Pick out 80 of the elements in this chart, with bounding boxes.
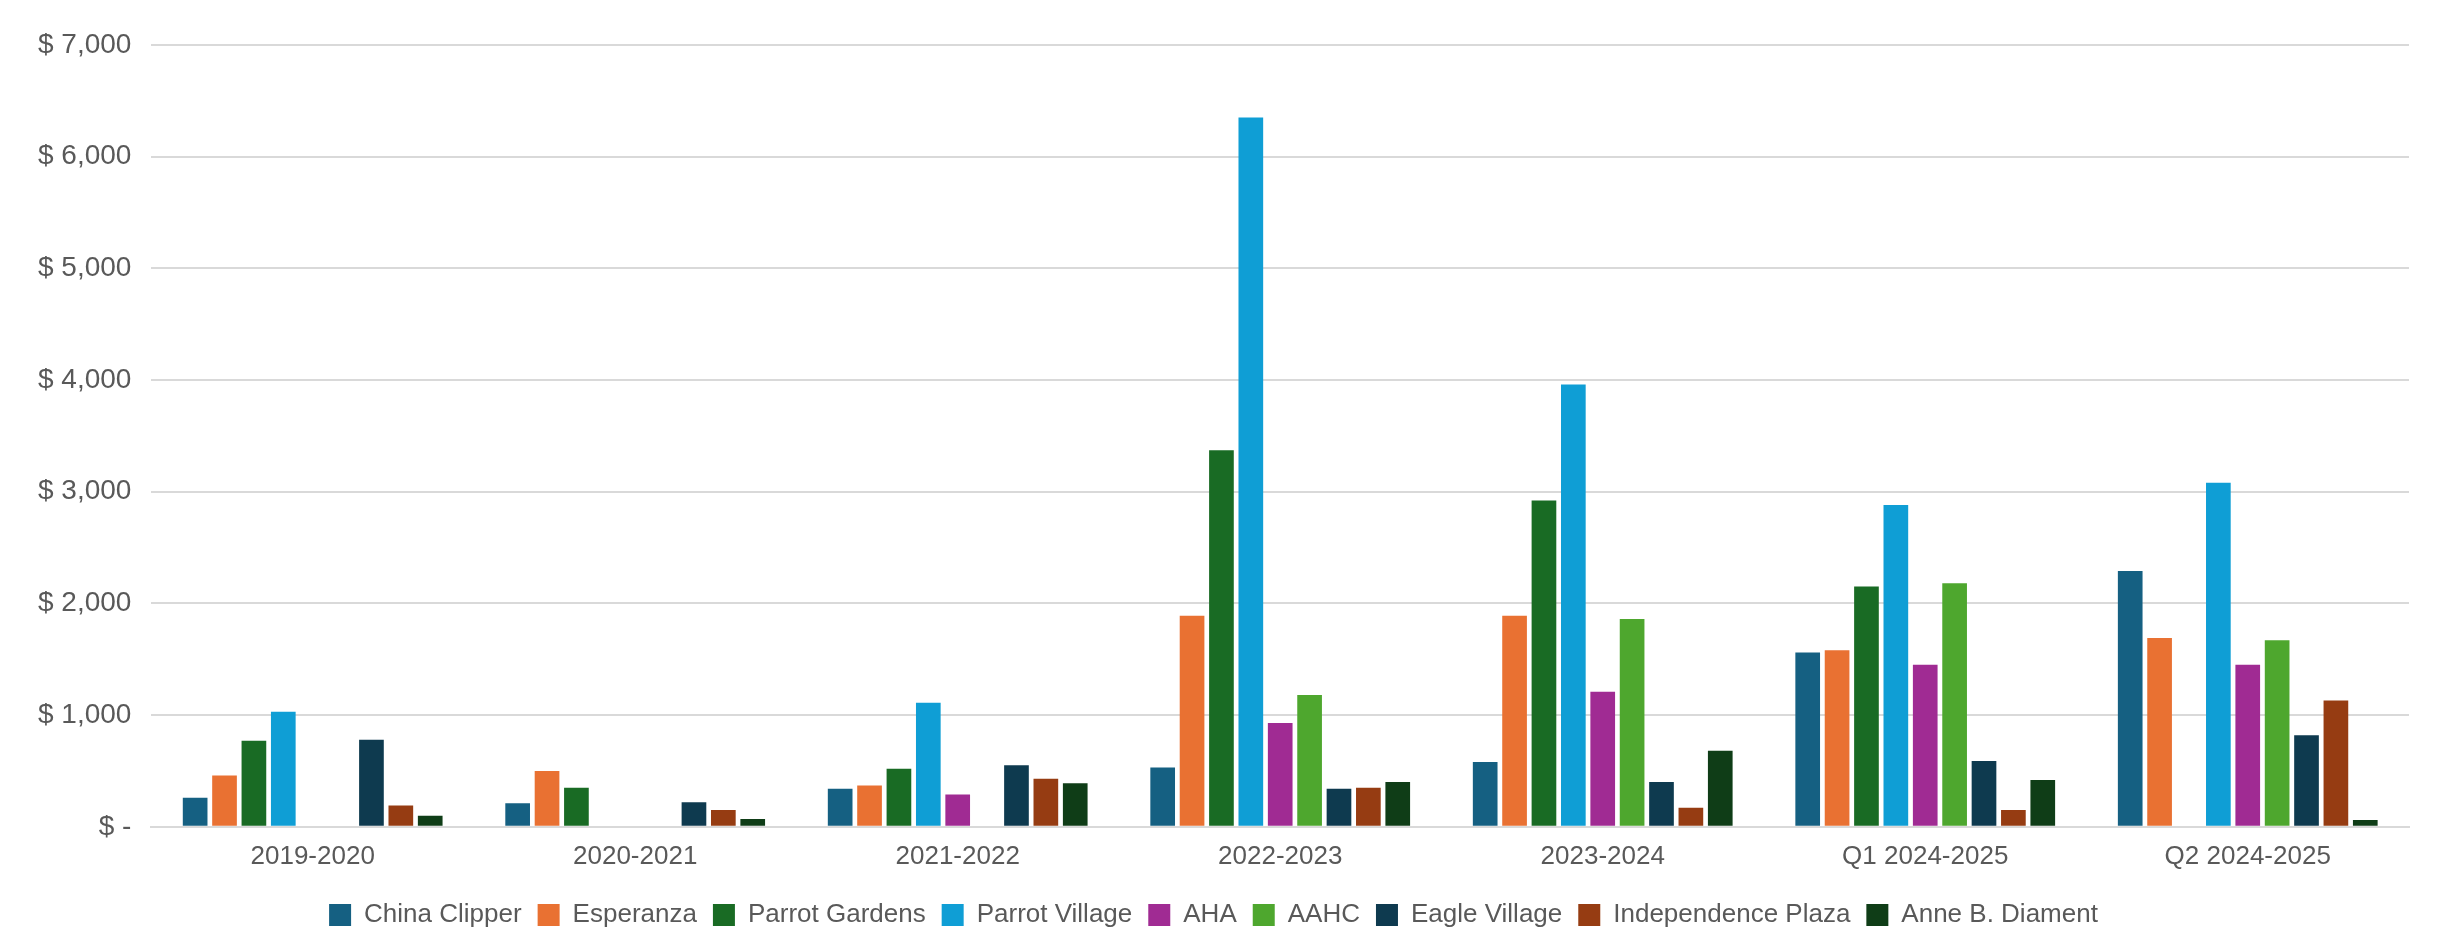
bar — [1472, 762, 1498, 826]
bar — [417, 815, 443, 826]
y-tick-label: $ 2,000 — [38, 586, 132, 618]
bar — [740, 818, 766, 826]
bar — [681, 802, 707, 826]
bar — [1531, 500, 1557, 826]
y-tick-label: $ 5,000 — [38, 250, 132, 282]
x-tick-label: 2023-2024 — [1540, 839, 1665, 870]
bar — [388, 805, 414, 826]
bar — [1502, 615, 1527, 826]
bar — [1004, 765, 1029, 826]
y-tick-label: $ 7,000 — [38, 27, 132, 59]
bar — [534, 770, 560, 826]
legend-label: Independence Plaza — [1613, 898, 1851, 929]
bar — [1912, 664, 1938, 826]
x-tick-label: 2022-2023 — [1218, 839, 1343, 870]
legend-label: China Clipper — [364, 898, 522, 929]
bar — [2206, 482, 2231, 826]
x-tick-label: Q1 2024-2025 — [1842, 839, 2009, 870]
bar — [2294, 735, 2319, 826]
bar — [182, 797, 208, 826]
bar — [1678, 807, 1704, 826]
bar — [886, 768, 912, 826]
bar — [2117, 570, 2143, 826]
bar — [2323, 700, 2349, 826]
bar — [1267, 722, 1293, 826]
bar — [2030, 779, 2056, 826]
bar — [1356, 787, 1381, 826]
bar — [1209, 450, 1234, 826]
bar — [945, 794, 971, 826]
bar — [1942, 583, 1967, 826]
bar — [241, 740, 267, 826]
bar — [270, 711, 296, 826]
bar — [564, 787, 589, 826]
bar — [1619, 619, 1645, 826]
x-tick-label: 2021-2022 — [895, 839, 1020, 870]
bar — [1561, 384, 1586, 826]
bar — [1062, 783, 1088, 826]
bar — [359, 739, 384, 826]
bar — [1238, 117, 1264, 826]
bar — [1707, 750, 1733, 826]
bar — [1590, 691, 1616, 826]
bar — [857, 785, 882, 826]
x-tick-label: Q2 2024-2025 — [2164, 839, 2331, 870]
bar — [1971, 760, 1997, 826]
bar — [212, 775, 237, 826]
bar — [827, 788, 853, 826]
bar — [1326, 788, 1352, 826]
legend-label: AHA — [1183, 898, 1238, 929]
bar — [2001, 810, 2026, 826]
legend-label: Anne B. Diament — [1901, 898, 2099, 929]
bar — [1033, 778, 1059, 826]
bar — [2264, 640, 2290, 826]
bar — [1385, 782, 1411, 826]
bar — [711, 810, 736, 826]
legend-label: AAHC — [1287, 898, 1360, 929]
bar — [2147, 638, 2172, 826]
bar — [1795, 652, 1821, 826]
y-tick-label: $ 3,000 — [38, 474, 132, 506]
y-tick-label: $ 6,000 — [38, 139, 132, 171]
legend-label: Esperanza — [572, 898, 698, 929]
bar — [915, 702, 941, 826]
bar — [1297, 694, 1322, 826]
x-tick-label: 2019-2020 — [250, 839, 375, 870]
bar — [505, 803, 530, 826]
bar — [1649, 782, 1674, 826]
y-tick-label: $ - — [98, 809, 132, 841]
x-tick-label: 2020-2021 — [573, 839, 698, 870]
legend-label: Eagle Village — [1410, 898, 1563, 929]
legend-label: Parrot Village — [976, 898, 1133, 929]
bar — [2352, 820, 2378, 826]
y-tick-label: $ 1,000 — [38, 697, 132, 729]
y-tick-label: $ 4,000 — [38, 362, 132, 394]
bar — [2235, 664, 2261, 826]
bar — [1824, 650, 1850, 826]
bar — [1883, 505, 1909, 826]
bar — [1179, 615, 1205, 826]
legend-label: Parrot Gardens — [747, 898, 926, 929]
bar — [1150, 767, 1176, 826]
bar — [1854, 586, 1879, 826]
